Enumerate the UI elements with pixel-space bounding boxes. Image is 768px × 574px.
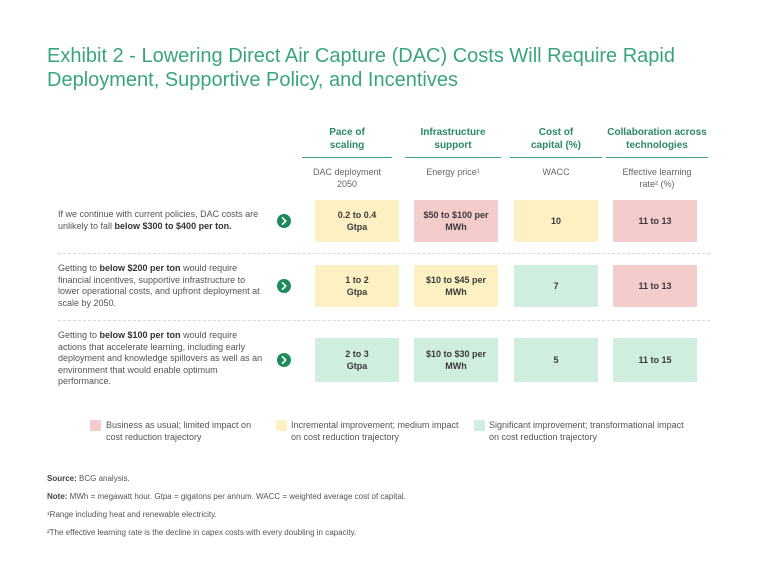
chevron-right-circle-icon (277, 214, 291, 228)
row-description-3: Getting to below $100 per ton would requ… (58, 330, 263, 386)
cell-row1-collaboration: 11 to 13 (613, 200, 697, 242)
cell-row3-collaboration: 11 to 15 (613, 338, 697, 382)
column-header-pace: Pace of scaling (329, 127, 365, 151)
legend-label-significant: Significant improvement; transformationa… (489, 420, 684, 442)
cell-row3-infrastructure: $10 to $30 per MWh (414, 338, 498, 382)
column-rule-infrastructure (405, 157, 501, 158)
column-sub-pace: DAC deployment 2050 (312, 167, 382, 189)
legend-swatch-significant (474, 420, 485, 431)
column-header-infrastructure: Infrastructure support (420, 127, 486, 151)
cell-row1-cost-of-capital: 10 (514, 200, 598, 242)
footnote-1: ¹Range including heat and renewable elec… (47, 510, 217, 519)
row-description-1: If we continue with current policies, DA… (58, 209, 259, 231)
page-title: Exhibit 2 - Lowering Direct Air Capture … (47, 45, 675, 91)
row-divider (58, 253, 710, 254)
column-rule-cost-of-capital (510, 157, 602, 158)
legend-label-incremental: Incremental improvement; medium impact o… (291, 420, 459, 442)
column-sub-collaboration: Effective learning rate² (%) (622, 167, 692, 189)
cell-row1-pace: 0.2 to 0.4 Gtpa (315, 200, 399, 242)
cell-row3-pace: 2 to 3 Gtpa (315, 338, 399, 382)
cell-row2-collaboration: 11 to 13 (613, 265, 697, 307)
cell-row3-cost-of-capital: 5 (514, 338, 598, 382)
cell-row2-cost-of-capital: 7 (514, 265, 598, 307)
column-sub-cost-of-capital: WACC (542, 167, 570, 177)
column-rule-collaboration (606, 157, 708, 158)
cell-row2-pace: 1 to 2 Gtpa (315, 265, 399, 307)
abbreviation-note: Note: MWh = megawatt hour. Gtpa = gigato… (47, 492, 406, 501)
row-divider (58, 320, 710, 321)
cell-row2-infrastructure: $10 to $45 per MWh (414, 265, 498, 307)
row-description-2: Getting to below $200 per ton would requ… (58, 263, 260, 308)
source-note: Source: BCG analysis. (47, 474, 130, 483)
footnote-2: ²The effective learning rate is the decl… (47, 528, 357, 537)
column-sub-infrastructure: Energy price¹ (426, 167, 480, 177)
chevron-right-circle-icon (277, 353, 291, 367)
column-header-collaboration: Collaboration across technologies (607, 127, 707, 151)
chevron-right-circle-icon (277, 279, 291, 293)
column-header-cost-of-capital: Cost of capital (%) (530, 127, 581, 151)
legend-swatch-business-as-usual (90, 420, 101, 431)
legend-label-business-as-usual: Business as usual; limited impact on cos… (106, 420, 252, 442)
column-rule-pace (302, 157, 392, 158)
cell-row1-infrastructure: $50 to $100 per MWh (414, 200, 498, 242)
legend-swatch-incremental (276, 420, 287, 431)
